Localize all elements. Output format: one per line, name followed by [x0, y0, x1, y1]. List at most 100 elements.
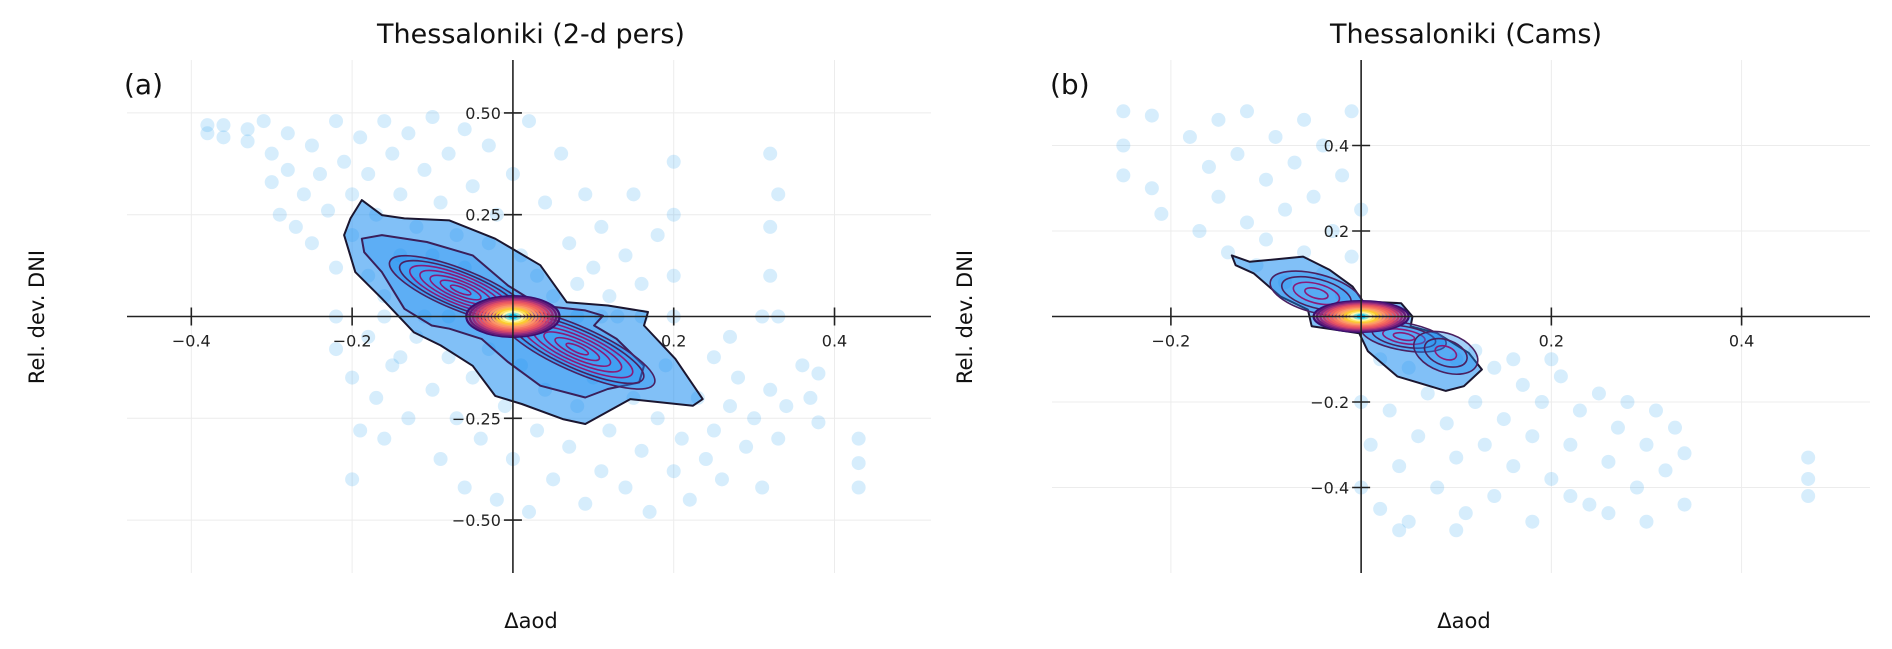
scatter-point [296, 187, 311, 202]
scatter-point [401, 126, 416, 141]
x-tick-label: 0.2 [1539, 332, 1564, 351]
scatter-point [1373, 501, 1388, 516]
scatter-point [650, 228, 665, 243]
scatter-point [1325, 224, 1340, 238]
scatter-point [851, 480, 866, 495]
x-axis-label: Δaod [504, 609, 557, 633]
scatter-point [795, 358, 810, 373]
panel-label: (b) [1050, 68, 1090, 101]
scatter-point [1487, 489, 1502, 504]
scatter-point [1335, 168, 1350, 183]
scatter-point [304, 236, 319, 251]
scatter-point [1144, 108, 1159, 123]
scatter-point [1363, 437, 1378, 452]
density-lobe-contour [565, 342, 590, 356]
scatter-point [433, 452, 448, 466]
scatter-point [723, 399, 737, 414]
panel-a: Thessaloniki (2-d pers) (a) Δaod Rel. de… [25, 19, 931, 633]
scatter-point [1468, 395, 1483, 409]
scatter-point [361, 167, 376, 181]
scatter-point [1449, 523, 1464, 538]
scatter-point [1268, 129, 1283, 144]
scatter-point [345, 370, 360, 385]
scatter-point [763, 146, 778, 161]
scatter-point [385, 146, 400, 161]
scatter-point [1506, 352, 1521, 367]
density-lobe-contour [1382, 328, 1426, 346]
scatter-point [449, 411, 464, 426]
scatter-point [530, 423, 545, 438]
scatter-point [851, 431, 866, 446]
scatter-point [546, 472, 561, 487]
scatter-point [393, 350, 408, 365]
scatter-series [1116, 104, 1816, 538]
scatter-point [401, 411, 416, 426]
x-tick-label: −0.4 [172, 332, 211, 351]
x-tick-label: 0.4 [1729, 332, 1754, 351]
scatter-point [1449, 450, 1464, 465]
density-lobe-contour [1423, 337, 1468, 368]
scatter-point [1230, 147, 1245, 162]
scatter-point [1658, 463, 1673, 478]
scatter-point [329, 342, 344, 357]
scatter-point [1572, 403, 1587, 418]
scatter-point [1601, 506, 1616, 521]
scatter-point [1563, 489, 1578, 504]
scatter-point [634, 443, 649, 458]
scatter-point [602, 289, 617, 304]
scatter-point [1430, 480, 1445, 495]
scatter-point [666, 268, 681, 283]
scatter-point [1544, 471, 1559, 486]
scatter-point [321, 203, 335, 218]
scatter-point [337, 154, 352, 169]
scatter-point [1192, 224, 1207, 238]
density-lobe-contour [449, 284, 472, 296]
scatter-point [706, 350, 721, 365]
scatter-point [1544, 352, 1559, 367]
density-lobe-contour [1292, 281, 1341, 306]
scatter-point [457, 480, 472, 495]
scatter-point [1144, 181, 1159, 196]
scatter-point [473, 431, 488, 446]
scatter-point [1306, 189, 1321, 204]
scatter-point [465, 179, 480, 194]
scatter-point [1439, 416, 1454, 431]
scatter-point [698, 452, 713, 466]
scatter-point [1259, 232, 1274, 247]
scatter-point [1534, 395, 1549, 409]
scatter-point [433, 195, 448, 210]
scatter-point [1610, 420, 1625, 435]
x-axis-label: Δaod [1437, 609, 1490, 633]
scatter-point [385, 358, 400, 373]
scatter-point [425, 110, 440, 124]
scatter-point [280, 126, 295, 141]
scatter-point [771, 431, 786, 446]
y-tick-label: −0.50 [452, 511, 501, 530]
scatter-point [441, 146, 456, 161]
scatter-point [634, 276, 649, 291]
scatter-point [272, 207, 287, 222]
scatter-point [562, 439, 577, 454]
scatter-point [1668, 420, 1683, 435]
scatter-point [1477, 437, 1492, 452]
scatter-point [264, 146, 279, 161]
scatter-point [481, 138, 496, 153]
scatter-point [200, 126, 215, 141]
scatter-point [674, 431, 689, 446]
scatter-point [706, 423, 721, 438]
scatter-point [489, 207, 504, 222]
scatter-point [393, 187, 408, 202]
x-tick-label: 0.4 [822, 332, 847, 351]
scatter-point [642, 504, 657, 519]
density-lobe-contour [1413, 330, 1479, 376]
y-tick-label: −0.2 [1310, 393, 1349, 412]
scatter-point [851, 456, 866, 471]
scatter-point [304, 138, 319, 153]
density-lobe-contour [554, 336, 601, 362]
scatter-point [312, 167, 327, 181]
scatter-point [763, 219, 778, 234]
y-axis-label: Rel. dev. DNI [25, 250, 49, 384]
scatter-point [666, 154, 681, 169]
chart-title: Thessaloniki (2-d pers) [376, 19, 685, 50]
scatter-point [538, 195, 553, 210]
